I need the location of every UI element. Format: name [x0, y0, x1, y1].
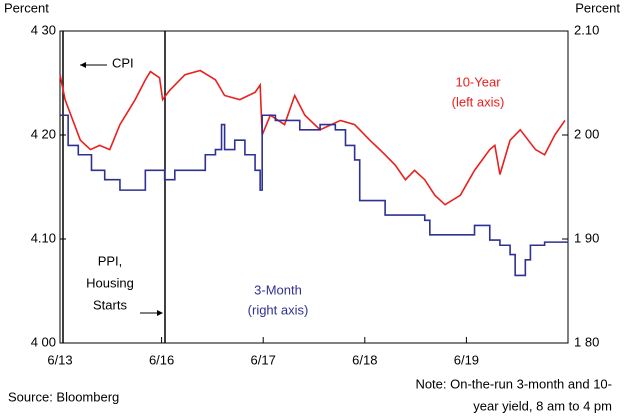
series-line — [59, 69, 566, 206]
plot-frame — [59, 30, 569, 344]
x-tick-label: 6/13 — [47, 352, 72, 367]
series-label: 3-Month — [254, 282, 302, 297]
x-tick-label: 6/18 — [352, 352, 377, 367]
y-tick-label: 4 00 — [31, 334, 56, 349]
y-tick-label: 4 20 — [31, 126, 56, 141]
y-tick-label: 4.10 — [31, 230, 56, 245]
y2-tick-label: 1 90 — [574, 230, 599, 245]
series-line — [60, 114, 568, 277]
right-axis-label: Percent — [575, 0, 620, 15]
ppi-label: Housing — [86, 275, 134, 290]
ppi-label: PPI, — [98, 253, 123, 268]
note: Note: On-the-run 3-month and 10- — [415, 376, 612, 391]
source: Source: Bloomberg — [8, 389, 119, 404]
note: year yield, 8 am to 4 pm — [473, 398, 612, 413]
x-tick-label: 6/19 — [454, 352, 479, 367]
cpi-label: CPI — [112, 55, 134, 70]
cpi-arrowhead — [80, 62, 86, 68]
series-label: 10-Year — [455, 74, 501, 89]
series-label: (left axis) — [452, 94, 505, 109]
ppi-arrowhead — [157, 310, 163, 316]
y-tick-label: 4 30 — [31, 22, 56, 37]
left-axis-label: Percent — [4, 0, 49, 15]
y2-tick-label: 1 80 — [574, 334, 599, 349]
ppi-label: Starts — [93, 297, 127, 312]
x-tick-label: 6/16 — [149, 352, 174, 367]
y2-tick-label: 2 00 — [574, 126, 599, 141]
series-label: (right axis) — [248, 302, 309, 317]
x-tick-label: 6/17 — [251, 352, 276, 367]
y2-tick-label: 2.10 — [574, 22, 599, 37]
